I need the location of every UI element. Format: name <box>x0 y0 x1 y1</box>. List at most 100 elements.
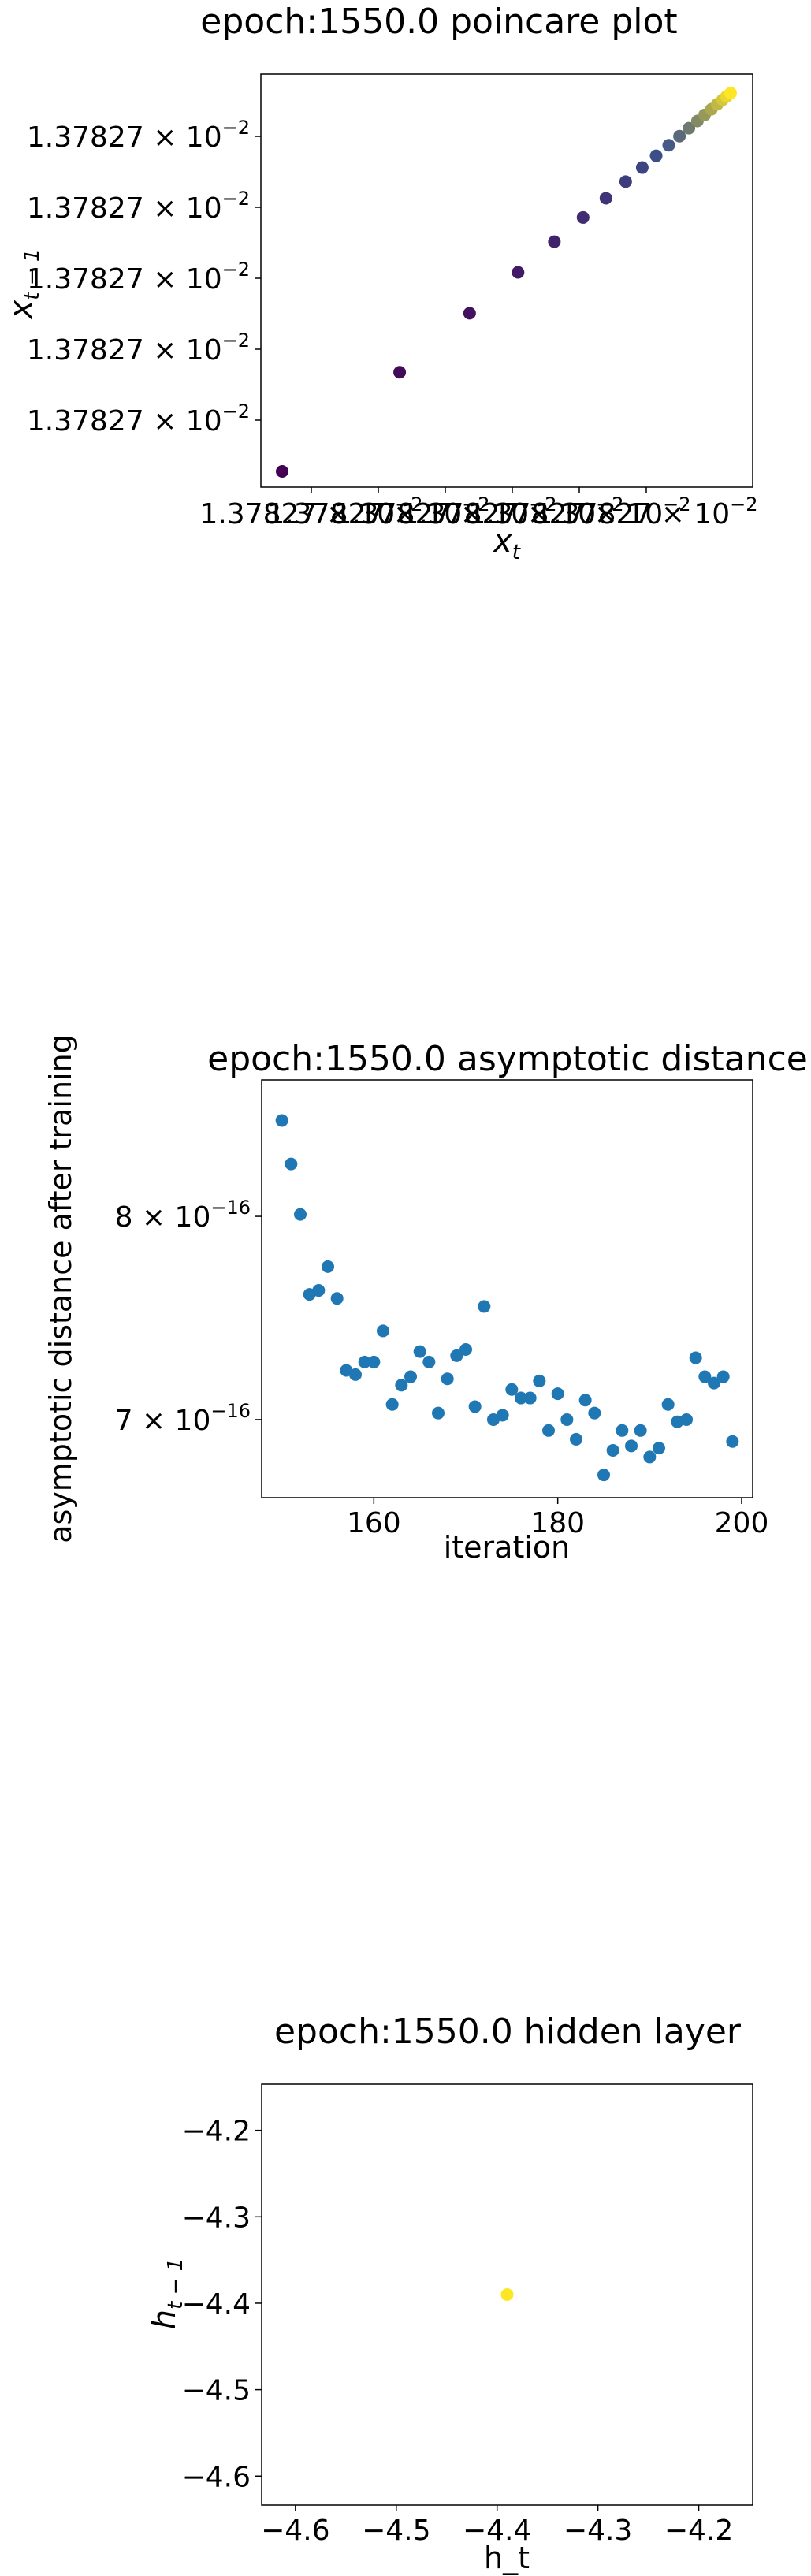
poincare-y-tick-label: 1.37827 × 10−2 <box>27 329 250 367</box>
poincare-y-tick-label: 1.37827 × 10−2 <box>27 400 250 437</box>
poincare-y-label: xt − 1 <box>3 249 44 321</box>
poincare-x-tick-label-base: 1.37827 × 10 <box>467 498 663 530</box>
asymptotic-point <box>560 1413 574 1426</box>
asymptotic-title: epoch:1550.0 asymptotic distance <box>207 1039 808 1079</box>
poincare-y-tick-label: 1.37827 × 10−2 <box>27 188 250 225</box>
asymptotic-point <box>496 1409 509 1422</box>
asymptotic-point <box>294 1208 307 1221</box>
poincare-point <box>548 235 561 248</box>
poincare-x-tick-label-base: 1.37827 × 10 <box>400 498 596 530</box>
poincare-x-tick-label-base: 1.37827 × 10 <box>266 498 462 530</box>
poincare-y-label-base: x <box>3 300 39 320</box>
poincare-x-label-sub: t <box>512 541 521 564</box>
asymptotic-point <box>689 1351 702 1364</box>
asymptotic-point <box>478 1300 491 1313</box>
asymptotic-point <box>349 1368 362 1381</box>
poincare-x-tick-label-exp: −2 <box>529 493 556 516</box>
poincare-y-label-sub: t − 1 <box>20 249 44 300</box>
poincare-chart: epoch:1550.0 poincare plot 1.37827 × 10−… <box>3 2 758 564</box>
asymptotic-point <box>533 1374 546 1387</box>
asymptotic-point <box>432 1406 445 1420</box>
asymptotic-x-ticks: 160 180 200 <box>347 1498 768 1539</box>
asymptotic-y-tick-label: 8 × 10−16 <box>115 1197 251 1234</box>
asymptotic-point <box>680 1413 693 1426</box>
poincare-point <box>673 129 686 143</box>
asymptotic-point <box>404 1370 417 1383</box>
poincare-x-tick-label-exp: −2 <box>730 493 757 516</box>
poincare-y-tick-label-exp: −2 <box>222 329 250 352</box>
poincare-plot-area <box>260 73 753 488</box>
poincare-point <box>662 139 675 152</box>
poincare-y-tick-label-base: 1.37827 × 10 <box>27 334 222 367</box>
asymptotic-point <box>606 1443 619 1457</box>
asymptotic-y-tick-label-base: 7 × 10 <box>115 1405 211 1437</box>
asymptotic-point <box>285 1157 298 1171</box>
poincare-point <box>683 121 696 135</box>
asymptotic-point <box>322 1260 334 1273</box>
asymptotic-point <box>330 1292 344 1305</box>
hidden-y-tick-label: −4.6 <box>182 2461 251 2493</box>
poincare-x-tick-label-base: 1.37827 × 10 <box>199 498 395 530</box>
asymptotic-point <box>385 1398 399 1411</box>
poincare-point <box>276 465 288 478</box>
poincare-point <box>393 366 407 379</box>
poincare-x-tick-label: 1.37827 × 10−2 <box>266 493 489 530</box>
hidden-x-tick-label: −4.3 <box>564 2515 632 2547</box>
poincare-y-tick-label-base: 1.37827 × 10 <box>27 405 222 437</box>
poincare-point <box>512 266 525 279</box>
asymptotic-point <box>422 1355 436 1368</box>
poincare-point <box>635 161 649 174</box>
asymptotic-point <box>716 1370 730 1383</box>
hidden-y-label: ht − 1 <box>147 2258 188 2329</box>
poincare-y-tick-label-base: 1.37827 × 10 <box>27 192 222 225</box>
asymptotic-points <box>275 1114 739 1482</box>
asymptotic-y-tick-label: 7 × 10−16 <box>115 1400 251 1437</box>
poincare-y-tick-label: 1.37827 × 10−2 <box>27 259 250 296</box>
poincare-point <box>649 149 663 162</box>
asymptotic-point <box>643 1450 657 1464</box>
asymptotic-point <box>450 1349 463 1362</box>
poincare-title: epoch:1550.0 poincare plot <box>200 2 677 42</box>
hidden-y-label-sub: t − 1 <box>164 2258 188 2310</box>
asymptotic-y-ticks: 8 × 10−167 × 10−16 <box>115 1197 262 1437</box>
asymptotic-y-tick-label-exp: −16 <box>210 1197 251 1219</box>
asymptotic-point <box>661 1398 675 1411</box>
poincare-point <box>463 307 476 320</box>
asymptotic-point <box>367 1355 381 1368</box>
poincare-y-tick-label-exp: −2 <box>222 188 250 210</box>
hidden-point <box>500 2288 514 2301</box>
asymptotic-y-label: asymptotic distance after training <box>43 1034 78 1543</box>
poincare-x-tick-label-exp: −2 <box>462 493 489 516</box>
poincare-point <box>576 210 590 224</box>
asymptotic-point <box>377 1324 389 1338</box>
poincare-y-ticks: 1.37827 × 10−21.37827 × 10−21.37827 × 10… <box>27 117 261 437</box>
asymptotic-y-tick-label-exp: −16 <box>210 1400 251 1422</box>
poincare-x-tick-label: 1.37827 × 10−2 <box>534 493 757 530</box>
asymptotic-point <box>634 1424 647 1437</box>
asymptotic-point <box>395 1379 408 1392</box>
asymptotic-point <box>459 1342 472 1356</box>
asymptotic-point <box>515 1391 527 1405</box>
asymptotic-point <box>413 1345 426 1358</box>
poincare-y-tick-label-exp: −2 <box>222 117 250 139</box>
poincare-x-tick-label-exp: −2 <box>663 493 690 516</box>
poincare-x-tick-label-base: 1.37827 × 10 <box>333 498 529 530</box>
poincare-y-tick-label-exp: −2 <box>222 259 250 281</box>
poincare-y-tick-label-base: 1.37827 × 10 <box>27 263 222 296</box>
asymptotic-chart: epoch:1550.0 asymptotic distance 160 180 2… <box>43 1034 808 1565</box>
poincare-x-tick-label-exp: −2 <box>395 493 422 516</box>
hidden-y-tick-label: −4.5 <box>182 2375 251 2407</box>
poincare-y-tick-label-base: 1.37827 × 10 <box>27 121 222 154</box>
poincare-y-tick-label: 1.37827 × 10−2 <box>27 117 250 154</box>
asymptotic-x-tick-label: 180 <box>530 1507 585 1539</box>
asymptotic-point <box>505 1383 519 1396</box>
poincare-points <box>276 87 737 478</box>
poincare-y-tick-label-exp: −2 <box>222 400 250 423</box>
hidden-layer-chart: epoch:1550.0 hidden layer −4.6 −4.5 −4.4 −4… <box>147 2012 753 2575</box>
asymptotic-point <box>708 1376 720 1390</box>
hidden-x-tick-label: −4.5 <box>362 2515 430 2547</box>
asymptotic-point <box>358 1355 371 1368</box>
poincare-point <box>619 175 632 188</box>
poincare-x-tick-label: 1.37827 × 10−2 <box>400 493 623 530</box>
